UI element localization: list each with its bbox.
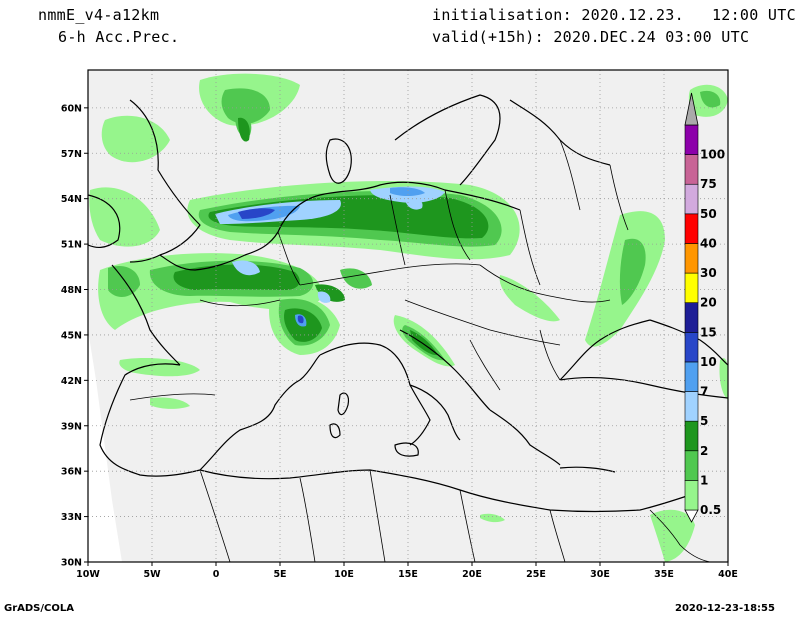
colorbar-label: 75 [700, 177, 717, 191]
colorbar-label: 10 [700, 355, 717, 369]
colorbar-segment [684, 183, 699, 215]
lat-tick-label: 45N [61, 330, 82, 341]
lat-tick-label: 60N [61, 103, 82, 114]
colorbar-segment [684, 302, 699, 333]
colorbar: 0.5 1 2 5 7 10 15 20 30 40 50 75 100 [684, 92, 725, 523]
precip-level-10 [238, 208, 304, 324]
colorbar-segment [684, 332, 699, 363]
lon-tick-label: 10E [334, 569, 354, 580]
lon-tick-label: 0 [213, 569, 220, 580]
init-value: 2020.12.23. 12:00 UTC [581, 6, 796, 24]
lat-tick-label: 36N [61, 467, 82, 478]
init-time: initialisation: 2020.12.23. 12:00 UTC [432, 6, 796, 24]
footer-timestamp: 2020-12-23-18:55 [675, 603, 775, 614]
colorbar-segment [684, 361, 699, 392]
lat-tick-label: 33N [61, 512, 82, 523]
latitude-axis: 30N 33N 36N 39N 42N 45N 48N 51N 54N 57N 60N [61, 103, 88, 569]
lat-tick-label: 57N [61, 149, 82, 160]
colorbar-segment [684, 154, 699, 185]
lon-tick-label: 5W [143, 569, 161, 580]
colorbar-top-cap [684, 92, 699, 126]
lon-tick-label: 5E [273, 569, 286, 580]
colorbar-label: 7 [700, 385, 708, 399]
colorbar-label: 20 [700, 296, 717, 310]
colorbar-label: 2 [700, 444, 708, 458]
colorbar-segment [684, 272, 699, 303]
colorbar-label: 15 [700, 325, 717, 339]
field-title: 6-h Acc.Prec. [58, 28, 180, 46]
colorbar-segment [684, 480, 699, 511]
map-background [88, 70, 728, 562]
colorbar-segment [684, 391, 699, 422]
colorbar-label: 40 [700, 236, 717, 250]
colorbar-segment [684, 124, 699, 155]
colorbar-segment [684, 213, 699, 244]
lon-tick-label: 15E [398, 569, 418, 580]
colorbar-label: 100 [700, 148, 725, 162]
graticule [88, 70, 728, 562]
colorbar-label: 50 [700, 207, 717, 221]
model-title: nmmE_v4-a12km [38, 6, 160, 24]
lat-tick-label: 30N [61, 558, 82, 569]
lat-tick-label: 48N [61, 285, 82, 296]
colorbar-segment [684, 420, 699, 452]
colorbar-segment [684, 243, 699, 274]
country-borders [129, 139, 711, 562]
valid-label: valid(+15h): [432, 28, 544, 46]
colorbar-label: 5 [700, 414, 708, 428]
precip-fields [88, 73, 728, 562]
lat-tick-label: 54N [61, 194, 82, 205]
longitude-axis: 10W 5W 0 5E 10E 15E 20E 25E 30E 35E 40E [76, 562, 738, 580]
coastlines [88, 94, 728, 513]
colorbar-label: 30 [700, 266, 717, 280]
lon-tick-label: 25E [526, 569, 546, 580]
lat-tick-label: 42N [61, 376, 82, 387]
lon-tick-label: 20E [462, 569, 482, 580]
lon-tick-label: 35E [654, 569, 674, 580]
lat-tick-label: 39N [61, 421, 82, 432]
valid-value: 2020.DEC.24 03:00 UTC [553, 28, 750, 46]
colorbar-label: 1 [700, 473, 708, 487]
lon-tick-label: 40E [718, 569, 738, 580]
lat-tick-label: 51N [61, 240, 82, 251]
colorbar-segment [684, 450, 699, 481]
lon-tick-label: 10W [76, 569, 100, 580]
lon-tick-label: 30E [590, 569, 610, 580]
init-label: initialisation: [432, 6, 572, 24]
valid-time: valid(+15h): 2020.DEC.24 03:00 UTC [432, 28, 749, 46]
colorbar-label: 0.5 [700, 503, 721, 517]
no-data-area [88, 330, 122, 562]
footer-credit: GrADS/COLA [4, 603, 74, 614]
